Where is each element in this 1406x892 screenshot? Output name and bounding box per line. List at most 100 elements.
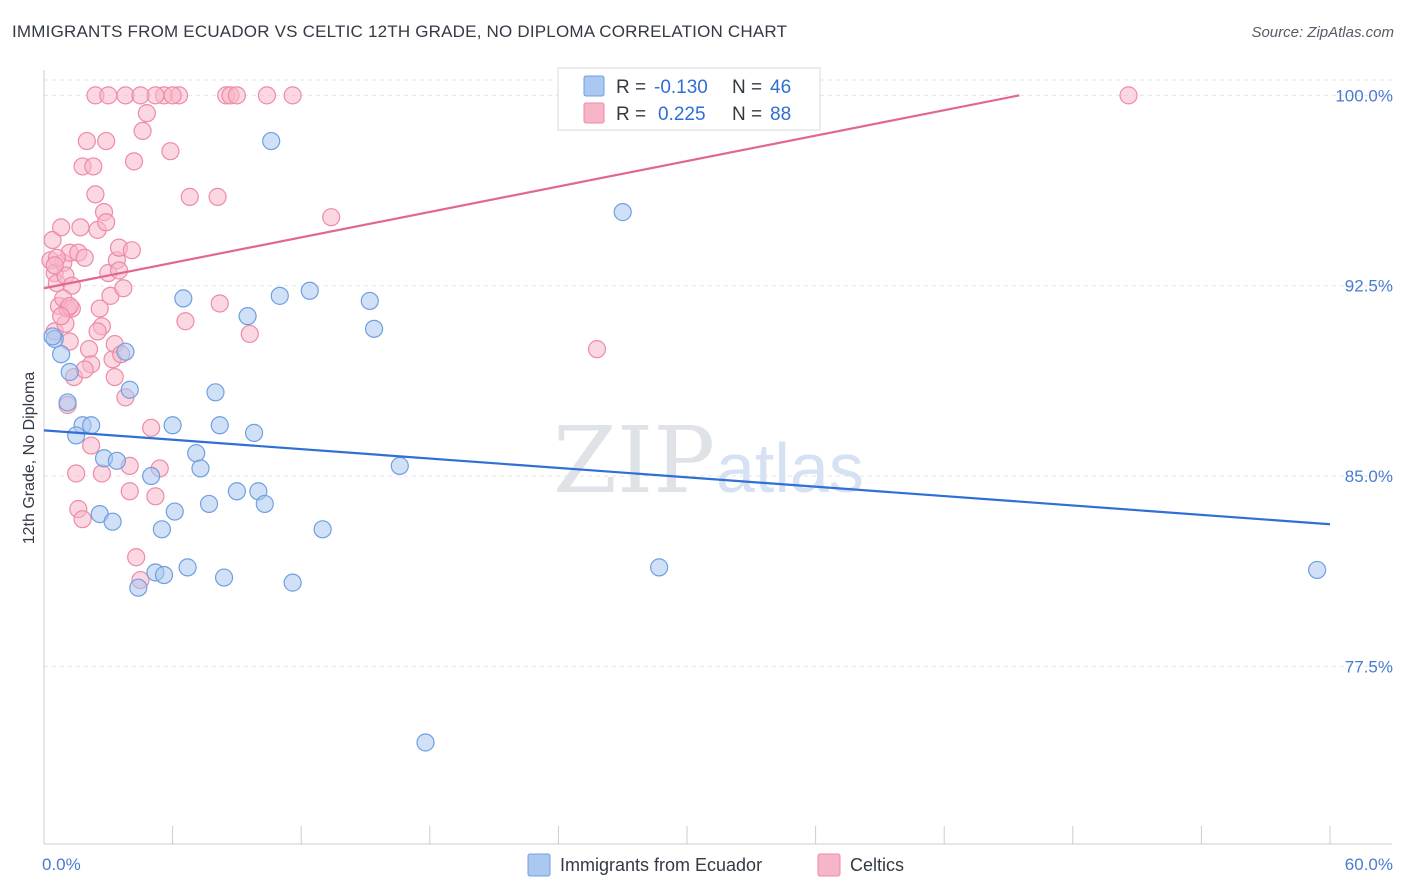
ecuador-data-point (120, 380, 139, 399)
celtics-data-point (67, 464, 86, 483)
ecuador-data-point (613, 203, 632, 222)
legend-n-value-2: 88 (770, 104, 791, 125)
ecuador-data-point (67, 426, 86, 445)
celtics-data-point (73, 510, 92, 529)
legend-box: R = -0.130 N = 46 R = 0.225 N = 88 (557, 67, 821, 131)
celtics-data-point (105, 367, 124, 387)
y-tick-label: 92.5% (1345, 277, 1393, 296)
bottom-legend-swatch-celtics (817, 853, 841, 877)
ecuador-data-point (1308, 560, 1327, 580)
y-axis-title: 12th Grade, No Diploma (21, 372, 38, 545)
legend-r-value-2: 0.225 (658, 104, 706, 125)
ecuador-data-point (178, 558, 197, 577)
watermark: ZIP atlas (553, 407, 864, 514)
celtics-data-point (52, 218, 71, 237)
bottom-legend: Immigrants from Ecuador Celtics (527, 853, 904, 877)
bottom-legend-ecuador: Immigrants from Ecuador (560, 855, 762, 875)
celtics-data-point (283, 86, 302, 105)
ecuador-data-point (103, 512, 122, 531)
celtics-data-point (587, 340, 607, 359)
y-tick-label: 100.0% (1335, 86, 1393, 105)
ecuador-data-point (60, 362, 79, 382)
ecuador-data-point (191, 459, 210, 478)
ecuador-data-point (116, 342, 135, 361)
celtics-data-point (86, 185, 105, 204)
celtics-data-point (227, 86, 246, 105)
ecuador-data-point (255, 494, 274, 514)
celtics-data-point (180, 187, 199, 206)
bottom-legend-swatch-ecuador (527, 853, 551, 877)
celtics-data-point (146, 487, 165, 506)
bottom-legend-celtics: Celtics (850, 855, 904, 875)
ecuador-data-point (107, 451, 126, 470)
celtics-data-point (52, 307, 71, 326)
celtics-data-point (210, 294, 229, 313)
ecuador-data-point (154, 565, 174, 585)
celtics-data-point (161, 142, 180, 161)
celtics-data-point (163, 86, 182, 105)
celtics-data-point (99, 86, 118, 105)
ecuador-data-point (360, 291, 379, 311)
celtics-data-point (84, 157, 103, 176)
ecuador-data-point (187, 444, 206, 463)
celtics-data-point (75, 248, 94, 267)
ecuador-data-point (58, 393, 77, 412)
celtics-data-point (75, 360, 94, 379)
watermark-zip: ZIP (553, 407, 715, 514)
y-tick-label: 77.5% (1345, 657, 1393, 676)
celtics-data-point (240, 324, 259, 344)
ecuador-data-point (165, 502, 184, 521)
celtics-data-point (127, 548, 146, 567)
ecuador-data-point (82, 416, 101, 435)
trend-lines (43, 94, 1331, 526)
celtics-data-point (43, 230, 62, 250)
x-tick-label: 60.0% (1345, 855, 1393, 874)
ecuador-data-point (244, 423, 264, 442)
source-credit: Source: ZipAtlas.com (1251, 24, 1394, 41)
ecuador-data-point (227, 482, 246, 501)
legend-r-value-1: -0.130 (654, 77, 708, 98)
ecuador-points (43, 131, 1327, 752)
ecuador-data-point (313, 520, 332, 539)
celtics-data-point (131, 86, 150, 105)
ecuador-data-point (390, 456, 409, 475)
legend-n-value-1: 46 (770, 77, 791, 98)
ecuador-data-point (52, 345, 71, 364)
ecuador-data-point (262, 131, 281, 151)
celtics-data-point (109, 261, 129, 280)
celtics-data-point (133, 121, 152, 141)
celtics-data-point (77, 131, 96, 151)
ecuador-data-point (300, 281, 319, 300)
ecuador-data-point (152, 520, 171, 539)
celtics-data-point (257, 86, 277, 105)
ecuador-data-point (174, 289, 193, 308)
legend-r-label-1: R = (616, 77, 646, 98)
celtics-data-point (90, 299, 109, 318)
celtics-data-point (114, 279, 133, 298)
celtics-data-point (82, 436, 101, 455)
celtics-data-point (176, 312, 195, 331)
grid-lines: 100.0% 92.5% 85.0% 77.5% (44, 79, 1393, 676)
celtics-data-point (124, 152, 144, 171)
celtics-data-point (92, 464, 111, 483)
legend-n-label-2: N = (732, 104, 762, 125)
ecuador-data-point (43, 327, 62, 346)
celtics-points (41, 86, 1138, 590)
ecuador-data-point (206, 383, 225, 402)
legend-swatch-pink (583, 102, 605, 124)
legend-swatch-blue (583, 75, 605, 97)
celtics-data-point (88, 322, 107, 341)
y-tick-label: 85.0% (1345, 467, 1393, 486)
celtics-data-point (1119, 86, 1138, 105)
celtics-data-point (208, 187, 227, 206)
x-tick-label: 0.0% (42, 855, 81, 874)
celtics-data-point (122, 241, 141, 260)
chart-title: IMMIGRANTS FROM ECUADOR VS CELTIC 12TH G… (12, 22, 788, 41)
celtics-data-point (322, 208, 341, 227)
celtics-data-point (137, 104, 156, 123)
ecuador-trend-line (43, 429, 1331, 526)
ecuador-data-point (238, 307, 257, 326)
ecuador-data-point (416, 733, 435, 752)
ecuador-data-point (270, 286, 289, 305)
